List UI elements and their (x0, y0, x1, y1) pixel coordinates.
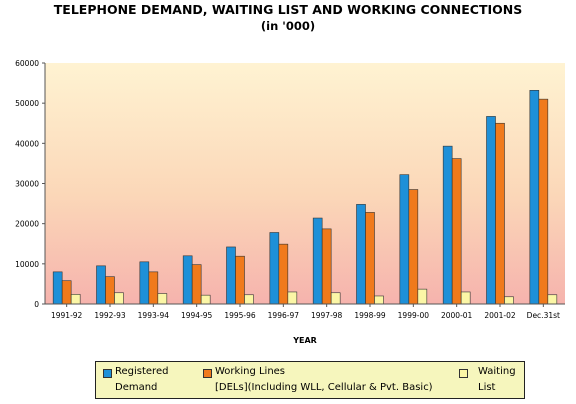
bar-waiting-list-dec-31st (547, 294, 558, 305)
bar-registered-demand-1993-94 (139, 261, 150, 305)
bar-registered-demand-1992-93 (96, 265, 106, 305)
x-tick-label: 2000-01 (441, 311, 473, 320)
bar-working-lines-1992-93 (105, 276, 115, 305)
x-tick-label: 1994-95 (181, 311, 213, 320)
bar-waiting-list-1991-92 (70, 294, 81, 305)
x-tick-label: 1996-97 (268, 311, 300, 320)
legend-label-waiting-list-line1: Waiting (478, 366, 516, 377)
bar-waiting-list-1999-00 (417, 288, 428, 305)
bar-waiting-list-1995-96 (244, 294, 254, 305)
bar-registered-demand-2001-02 (486, 116, 496, 305)
x-tick-label: Dec.31st (527, 311, 560, 320)
bar-working-lines-1995-96 (235, 255, 245, 305)
y-tick-label: 20000 (15, 220, 39, 229)
bar-working-lines-1997-98 (321, 228, 332, 305)
bar-waiting-list-1994-95 (200, 294, 211, 305)
y-tick-label: 30000 (15, 180, 39, 189)
x-tick-label: 1991-92 (51, 311, 83, 320)
bar-working-lines-1991-92 (61, 280, 72, 305)
y-tick-label: 10000 (15, 260, 39, 269)
bar-registered-demand-dec-31st (529, 90, 540, 305)
x-tick-label: 1993-94 (138, 311, 170, 320)
chart-subtitle: (in '000) (260, 19, 316, 33)
bar-registered-demand-1995-96 (226, 246, 236, 305)
legend-label-waiting-list-line2: List (478, 382, 496, 393)
bar-registered-demand-1998-99 (356, 204, 366, 305)
bar-waiting-list-1996-97 (287, 291, 298, 305)
y-tick-label: 0 (34, 300, 39, 309)
x-tick-label: 1998-99 (354, 311, 386, 320)
bar-waiting-list-2000-01 (460, 291, 471, 305)
bar-waiting-list-1993-94 (157, 293, 168, 305)
bar-working-lines-2001-02 (495, 122, 505, 305)
y-tick-label: 40000 (15, 139, 39, 148)
x-tick-label: 1995-96 (224, 311, 256, 320)
bar-waiting-list-1992-93 (114, 292, 124, 305)
x-tick-label: 1992-93 (94, 311, 126, 320)
bar-working-lines-1998-99 (365, 212, 375, 305)
plot-background (45, 63, 565, 304)
bar-waiting-list-2001-02 (504, 296, 514, 305)
bar-waiting-list-1998-99 (374, 295, 384, 305)
bar-waiting-list-1997-98 (330, 292, 341, 305)
bar-registered-demand-1991-92 (52, 271, 63, 305)
legend-label-registered-demand-line1: Registered (115, 366, 169, 377)
bar-registered-demand-1996-97 (269, 232, 280, 305)
x-tick-label: 1999-00 (398, 311, 430, 320)
bar-registered-demand-2000-01 (442, 145, 453, 305)
y-tick-label: 60000 (15, 59, 39, 68)
bar-working-lines-dec-31st (538, 98, 549, 305)
legend-label-working-lines-line1: Working Lines (215, 366, 286, 377)
bar-working-lines-1999-00 (408, 189, 419, 305)
bar-registered-demand-1997-98 (312, 217, 323, 305)
legend-label-working-lines-line2: [DELs](Including WLL, Cellular & Pvt. Ba… (215, 382, 433, 393)
bar-working-lines-1996-97 (278, 243, 289, 305)
y-tick-label: 50000 (15, 99, 39, 108)
chart-title: TELEPHONE DEMAND, WAITING LIST AND WORKI… (53, 2, 523, 17)
bar-working-lines-1994-95 (191, 264, 202, 305)
bar-working-lines-2000-01 (451, 158, 462, 305)
legend-swatch-working-lines (203, 369, 212, 378)
legend-swatch-waiting-list (459, 369, 468, 378)
legend-label-registered-demand-line2: Demand (115, 382, 158, 393)
x-tick-label: 2001-02 (484, 311, 516, 320)
bar-registered-demand-1994-95 (182, 255, 193, 305)
legend-swatch-registered-demand (103, 369, 112, 378)
x-tick-label: 1997-98 (311, 311, 343, 320)
chart-legend: Registered Demand Working Lines [DELs](I… (95, 361, 525, 399)
bar-registered-demand-1999-00 (399, 174, 410, 305)
bar-working-lines-1993-94 (148, 271, 159, 305)
x-axis-title: YEAR (292, 336, 317, 345)
